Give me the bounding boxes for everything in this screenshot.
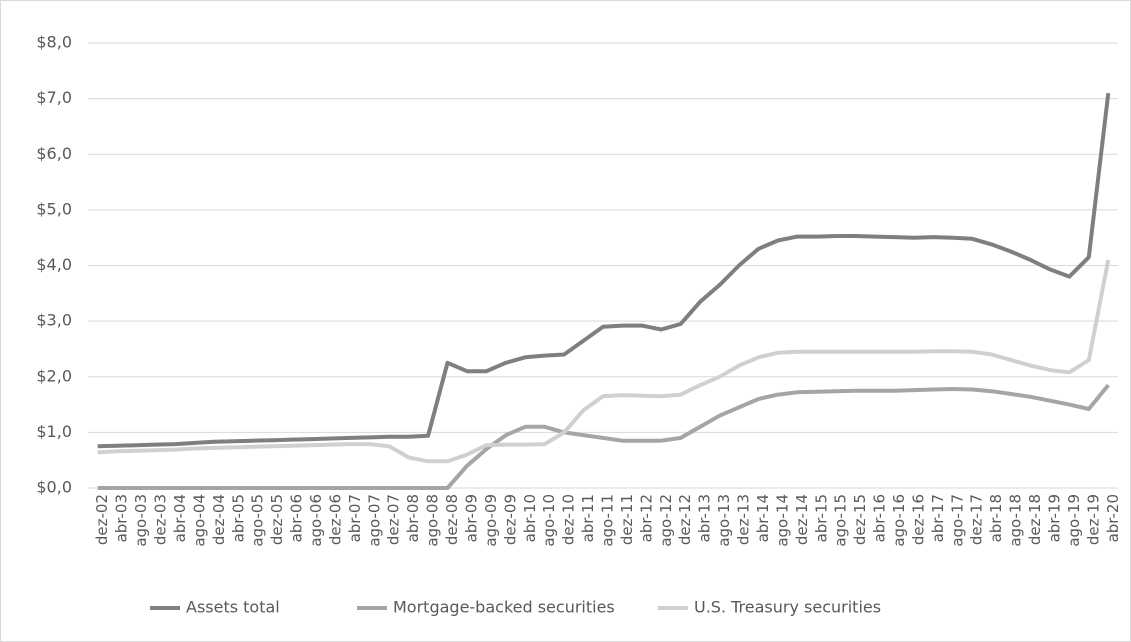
x-tick-label: abr-03 — [113, 494, 131, 542]
x-tick-label: ago-09 — [482, 494, 500, 547]
y-tick-label: $3,0 — [36, 311, 72, 330]
x-tick-label: abr-17 — [929, 494, 947, 542]
x-tick-label: dez-11 — [618, 494, 636, 545]
x-tick-label: dez-14 — [793, 494, 811, 545]
x-tick-label: abr-09 — [462, 494, 480, 542]
x-tick-label: abr-12 — [637, 494, 655, 542]
x-tick-label: abr-14 — [754, 494, 772, 542]
x-tick-label: abr-16 — [871, 494, 889, 542]
y-tick-label: $5,0 — [36, 199, 72, 218]
x-tick-label: ago-18 — [1007, 494, 1025, 547]
x-tick-label: ago-12 — [657, 494, 675, 547]
x-tick-label: ago-05 — [249, 494, 267, 547]
legend-label: Assets total — [186, 598, 280, 617]
x-tick-label: abr-20 — [1104, 494, 1122, 542]
x-tick-label: dez-09 — [501, 494, 519, 545]
x-tick-label: dez-02 — [93, 494, 111, 545]
x-tick-label: abr-05 — [229, 494, 247, 542]
x-tick-label: dez-17 — [968, 494, 986, 545]
x-tick-label: dez-06 — [326, 494, 344, 545]
y-tick-label: $8,0 — [36, 33, 72, 52]
x-tick-label: dez-12 — [676, 494, 694, 545]
x-tick-label: abr-11 — [579, 494, 597, 542]
x-tick-label: dez-18 — [1026, 494, 1044, 545]
x-tick-label: dez-05 — [268, 494, 286, 545]
series-line — [97, 92, 1111, 449]
x-tick-label: ago-19 — [1065, 494, 1083, 547]
x-tick-label: ago-15 — [832, 494, 850, 547]
x-tick-label: ago-04 — [190, 494, 208, 547]
x-tick-label: abr-07 — [346, 494, 364, 542]
x-tick-label: abr-04 — [171, 494, 189, 542]
x-tick-label: dez-15 — [851, 494, 869, 545]
series-line — [97, 383, 1110, 490]
x-tick-label: dez-03 — [152, 494, 170, 545]
x-tick-label: ago-10 — [540, 494, 558, 547]
x-tick-label: ago-06 — [307, 494, 325, 547]
x-tick-label: abr-13 — [696, 494, 714, 542]
x-tick-label: dez-08 — [443, 494, 461, 545]
x-tick-label: ago-03 — [132, 494, 150, 547]
x-tick-label: dez-07 — [385, 494, 403, 545]
y-tick-label: $6,0 — [36, 144, 72, 163]
x-tick-label: ago-13 — [715, 494, 733, 547]
x-tick-label: ago-14 — [773, 494, 791, 547]
x-tick-label: dez-13 — [735, 494, 753, 545]
x-tick-label: abr-10 — [521, 494, 539, 542]
x-tick-label: dez-16 — [909, 494, 927, 545]
x-tick-label: dez-19 — [1084, 494, 1102, 545]
y-tick-label: $1,0 — [36, 422, 72, 441]
x-tick-label: ago-17 — [948, 494, 966, 547]
y-tick-label: $7,0 — [36, 88, 72, 107]
x-tick-label: abr-08 — [404, 494, 422, 542]
x-tick-label: dez-04 — [210, 494, 228, 545]
x-tick-label: ago-11 — [599, 494, 617, 547]
y-tick-label: $4,0 — [36, 255, 72, 274]
legend-label: U.S. Treasury securities — [694, 598, 881, 617]
x-tick-label: abr-06 — [288, 494, 306, 542]
x-tick-label: abr-15 — [812, 494, 830, 542]
series-line — [97, 259, 1111, 464]
legend-label: Mortgage-backed securities — [393, 598, 615, 617]
x-tick-label: ago-07 — [365, 494, 383, 547]
y-tick-label: $0,0 — [36, 478, 72, 497]
x-tick-label: ago-16 — [890, 494, 908, 547]
x-tick-label: abr-18 — [987, 494, 1005, 542]
x-tick-label: dez-10 — [560, 494, 578, 545]
x-tick-label: ago-08 — [424, 494, 442, 547]
x-tick-label: abr-19 — [1045, 494, 1063, 542]
y-tick-label: $2,0 — [36, 366, 72, 385]
